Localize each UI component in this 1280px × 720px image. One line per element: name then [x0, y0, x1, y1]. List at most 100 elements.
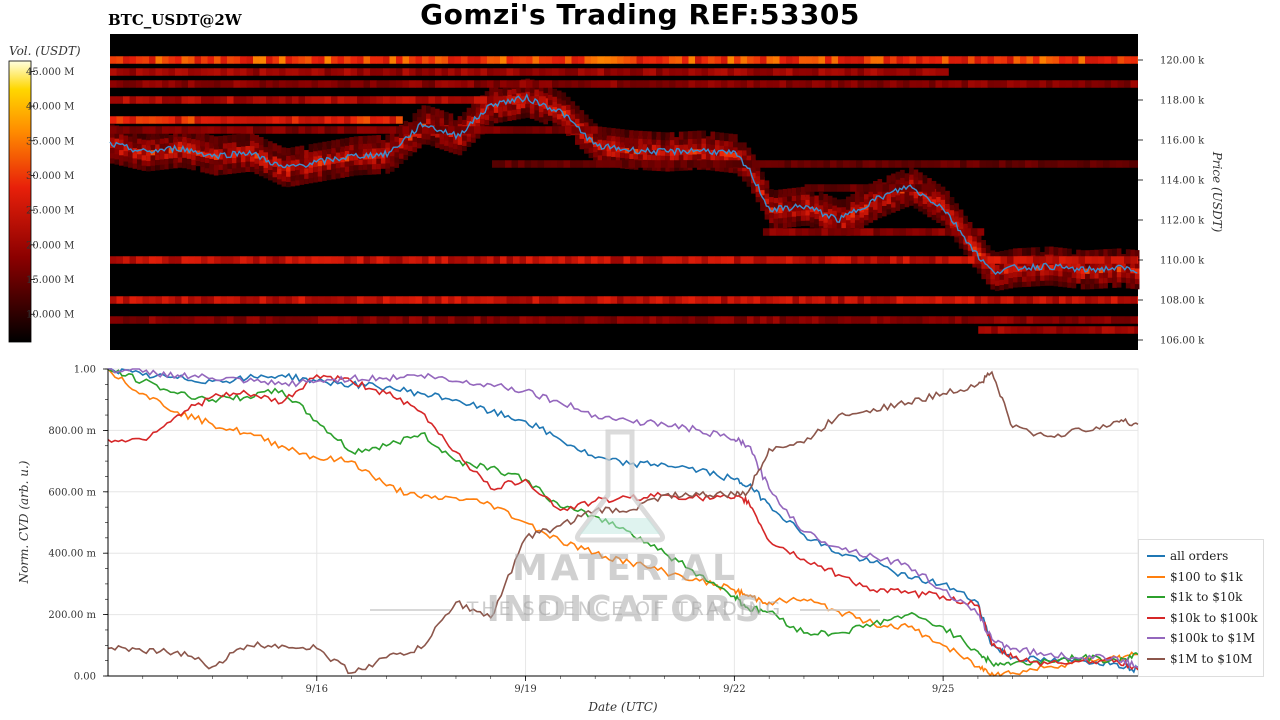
heatmap-band-cell [311, 126, 319, 134]
heatmap-cell [575, 136, 580, 145]
heatmap-cell [963, 220, 968, 229]
heatmap-cell [818, 223, 824, 232]
heatmap-cell [782, 214, 788, 223]
heatmap-cell [439, 136, 445, 145]
heatmap-cell [742, 147, 747, 156]
heatmap-cell [1017, 268, 1023, 277]
heatmap-cell [904, 199, 910, 208]
heatmap-cell [1044, 262, 1050, 271]
heatmap-cell [918, 193, 923, 202]
heatmap-cell [123, 153, 129, 162]
heatmap-cell [976, 234, 982, 243]
heatmap-band-cell [233, 256, 241, 264]
heatmap-cell [304, 150, 309, 159]
heatmap-band-cell [318, 80, 325, 88]
heatmap-band-cell [422, 96, 429, 104]
heatmap-band-cell [656, 68, 663, 76]
heatmap-band-cell [350, 68, 358, 76]
heatmap-band-cell [708, 68, 715, 76]
x-tick-label: 9/19 [514, 684, 536, 695]
heatmap-band-cell [591, 256, 598, 264]
heatmap-band-cell [773, 296, 780, 304]
heatmap-band-cell [461, 296, 468, 304]
heatmap-cell [110, 145, 115, 154]
heatmap-cell [674, 152, 679, 161]
heatmap-band-cell [708, 316, 715, 324]
heatmap-band-cell [506, 56, 514, 64]
heatmap-cell [1107, 248, 1113, 257]
heatmap-cell [186, 140, 192, 149]
heatmap-band-cell [987, 256, 995, 264]
heatmap-cell [249, 132, 255, 141]
heatmap-cell [358, 141, 363, 150]
heatmap-cell [575, 116, 580, 125]
heatmap-band-cell [474, 68, 481, 76]
heatmap-band-cell [760, 68, 767, 76]
heatmap-band-cell [305, 80, 312, 88]
heatmap-band-cell [370, 296, 377, 304]
heatmap-band-cell [402, 96, 410, 104]
heatmap-band-cell [922, 256, 930, 264]
heatmap-cell [362, 161, 368, 170]
heatmap-cell [945, 222, 950, 230]
heatmap-band-cell [402, 316, 410, 324]
heatmap-cell [543, 116, 549, 125]
heatmap-band-cell [467, 256, 475, 264]
heatmap-band-cell [532, 68, 540, 76]
heatmap-cell [854, 222, 860, 231]
heatmap-band-cell [480, 126, 488, 134]
heatmap-band-cell [487, 68, 494, 76]
heatmap-band-cell [194, 68, 202, 76]
heatmap-cell [326, 146, 332, 155]
heatmap-cell [665, 142, 670, 151]
heatmap-cell [159, 135, 165, 144]
heatmap-cell [177, 154, 183, 163]
heatmap-band-cell [1023, 326, 1031, 334]
heatmap-cell [435, 113, 440, 122]
heatmap-cell [1094, 270, 1099, 279]
legend-item: $100k to $1M [1139, 628, 1263, 649]
heatmap-cell [1012, 248, 1018, 257]
heatmap-band-cell [266, 256, 273, 264]
heatmap-band-cell [584, 296, 592, 304]
heatmap-band-cell [298, 296, 306, 304]
heatmap-band-cell [285, 316, 293, 324]
heatmap-cell [940, 191, 946, 200]
heatmap-cell [466, 112, 472, 121]
heatmap-band-cell [870, 316, 878, 324]
heatmap-band-cell [903, 68, 910, 76]
heatmap-cell [159, 156, 165, 165]
heatmap-band-cell [136, 126, 143, 134]
heatmap-cell [475, 104, 481, 113]
cvd-series-line-1 [107, 368, 1139, 677]
heatmap-band-cell [246, 68, 254, 76]
heatmap-band-cell [155, 56, 163, 64]
heatmap-cell [566, 117, 571, 126]
heatmap-cell [918, 203, 923, 212]
heatmap-band-cell [1098, 256, 1105, 264]
heatmap-cell [489, 92, 494, 101]
heatmap-cell [538, 88, 544, 97]
heatmap-cell [660, 142, 666, 151]
heatmap-cell [958, 209, 964, 218]
heatmap-band-cell [623, 256, 631, 264]
heatmap-band-cell [214, 56, 221, 64]
heatmap-cell [182, 160, 187, 169]
price-tick-label: 112.00 k [1160, 216, 1205, 227]
heatmap-cell [389, 132, 395, 141]
heatmap-cell [349, 137, 354, 146]
heatmap-cell [773, 189, 779, 198]
heatmap-band-cell [1057, 160, 1065, 168]
heatmap-cell [529, 100, 535, 109]
heatmap-cell [516, 111, 521, 120]
heatmap-band-cell [914, 160, 922, 168]
heatmap-band-cell [1104, 56, 1112, 64]
heatmap-cell [1089, 270, 1095, 279]
heatmap-band-cell [786, 256, 793, 264]
heatmap-band-cell [752, 160, 759, 168]
heatmap-band-cell [886, 228, 894, 236]
colorbar-tick-label: 35.000 M [26, 136, 74, 147]
heatmap-band-cell [532, 316, 540, 324]
heatmap-cell [1031, 273, 1036, 282]
heatmap-cell [245, 158, 251, 167]
